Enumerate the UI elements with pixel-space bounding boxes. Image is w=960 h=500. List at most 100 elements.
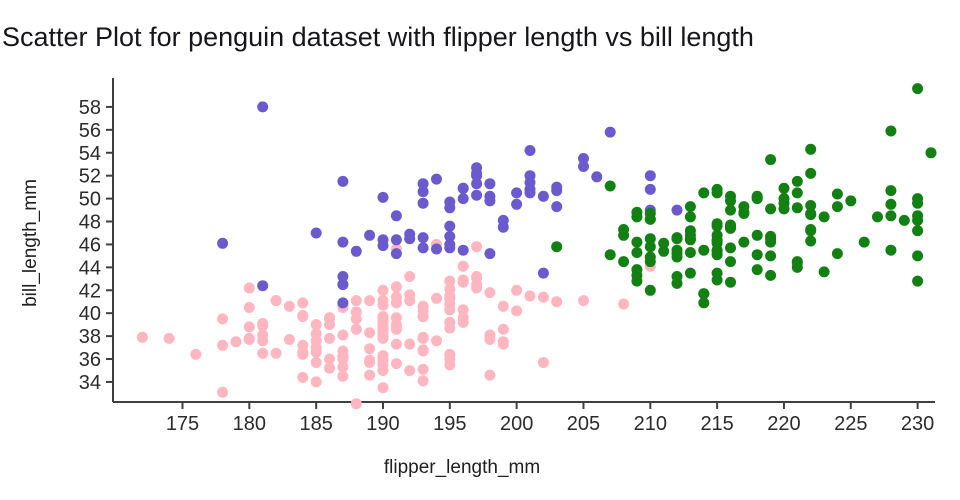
data-point — [390, 319, 402, 331]
data-point — [885, 125, 897, 137]
y-tick-label: 52 — [79, 166, 101, 188]
data-point — [511, 284, 523, 296]
data-point — [671, 271, 683, 282]
data-point — [618, 256, 630, 268]
x-axis-label: flipper_length_mm — [384, 457, 540, 478]
data-point — [324, 332, 335, 344]
data-point — [698, 244, 710, 256]
data-point — [791, 256, 803, 268]
data-point — [898, 214, 910, 226]
data-point — [551, 241, 563, 253]
data-point — [725, 276, 736, 288]
data-point — [364, 327, 376, 339]
data-point — [457, 260, 469, 272]
data-point — [537, 190, 549, 202]
x-tick-label: 175 — [166, 413, 199, 435]
data-point — [671, 248, 683, 260]
data-point — [644, 233, 656, 245]
data-point — [390, 358, 402, 370]
data-point — [350, 306, 362, 318]
data-point — [297, 311, 309, 323]
data-point — [885, 198, 897, 210]
data-point — [578, 295, 589, 307]
data-point — [257, 280, 269, 292]
data-point — [377, 284, 389, 296]
data-point — [537, 357, 549, 368]
data-point — [684, 201, 696, 213]
data-point — [337, 370, 349, 382]
y-axis-label: bill_length_mm — [20, 179, 41, 307]
data-point — [885, 210, 897, 222]
data-point — [765, 269, 777, 281]
data-point — [631, 275, 643, 287]
data-point — [417, 344, 429, 356]
x-axis: 175 180 185 190 195 200 205 210 215 220 225 230 fli… — [166, 402, 934, 478]
data-point — [765, 250, 777, 262]
data-point — [711, 245, 723, 257]
data-point — [310, 319, 322, 331]
data-point — [417, 232, 429, 244]
data-point — [457, 244, 469, 256]
data-point — [644, 251, 656, 263]
data-point — [497, 300, 509, 312]
data-point — [778, 197, 790, 209]
data-point — [604, 249, 616, 261]
data-point — [324, 353, 335, 365]
data-point — [310, 227, 322, 239]
data-point — [257, 329, 269, 341]
x-axis-ticks: 175 180 185 190 195 200 205 210 215 220 225 230 — [166, 402, 934, 435]
data-point — [404, 271, 416, 282]
data-point — [324, 362, 335, 374]
data-point — [698, 297, 710, 309]
data-point — [297, 297, 309, 309]
data-point — [484, 178, 496, 190]
data-point — [684, 267, 696, 279]
y-tick-label: 58 — [79, 97, 101, 119]
data-point — [431, 335, 442, 347]
data-point — [444, 230, 456, 242]
data-point — [417, 186, 429, 198]
data-point — [831, 188, 843, 200]
y-tick-label: 48 — [79, 212, 101, 234]
data-point — [444, 290, 456, 302]
data-point — [751, 191, 763, 203]
data-point — [350, 323, 362, 335]
data-point — [417, 178, 429, 190]
data-point — [377, 316, 389, 328]
data-point — [337, 361, 349, 373]
data-point — [217, 386, 229, 398]
data-point — [364, 369, 376, 381]
data-point — [778, 182, 790, 194]
data-point — [658, 245, 670, 257]
data-point — [805, 235, 817, 247]
data-point — [631, 206, 643, 218]
data-point — [217, 339, 229, 351]
data-point — [270, 347, 282, 359]
data-point — [537, 267, 549, 279]
data-point — [364, 343, 376, 355]
data-point — [631, 247, 643, 258]
data-point — [390, 234, 402, 246]
data-point — [283, 300, 295, 312]
data-point — [591, 171, 603, 183]
data-point — [471, 178, 483, 190]
data-point — [404, 365, 416, 376]
data-point — [471, 272, 483, 284]
data-point — [417, 332, 429, 344]
data-point — [644, 183, 656, 195]
data-point — [725, 195, 736, 207]
data-point — [163, 332, 175, 344]
data-point — [818, 266, 830, 278]
data-point — [765, 154, 777, 166]
data-point — [524, 177, 536, 189]
data-point — [671, 233, 683, 245]
data-point — [457, 304, 469, 316]
data-point — [831, 248, 843, 260]
data-point — [912, 250, 924, 262]
x-tick-label: 190 — [366, 413, 399, 435]
data-point — [377, 191, 389, 203]
data-point — [350, 398, 362, 410]
data-point — [377, 359, 389, 371]
data-point — [885, 185, 897, 197]
data-point — [751, 264, 763, 276]
